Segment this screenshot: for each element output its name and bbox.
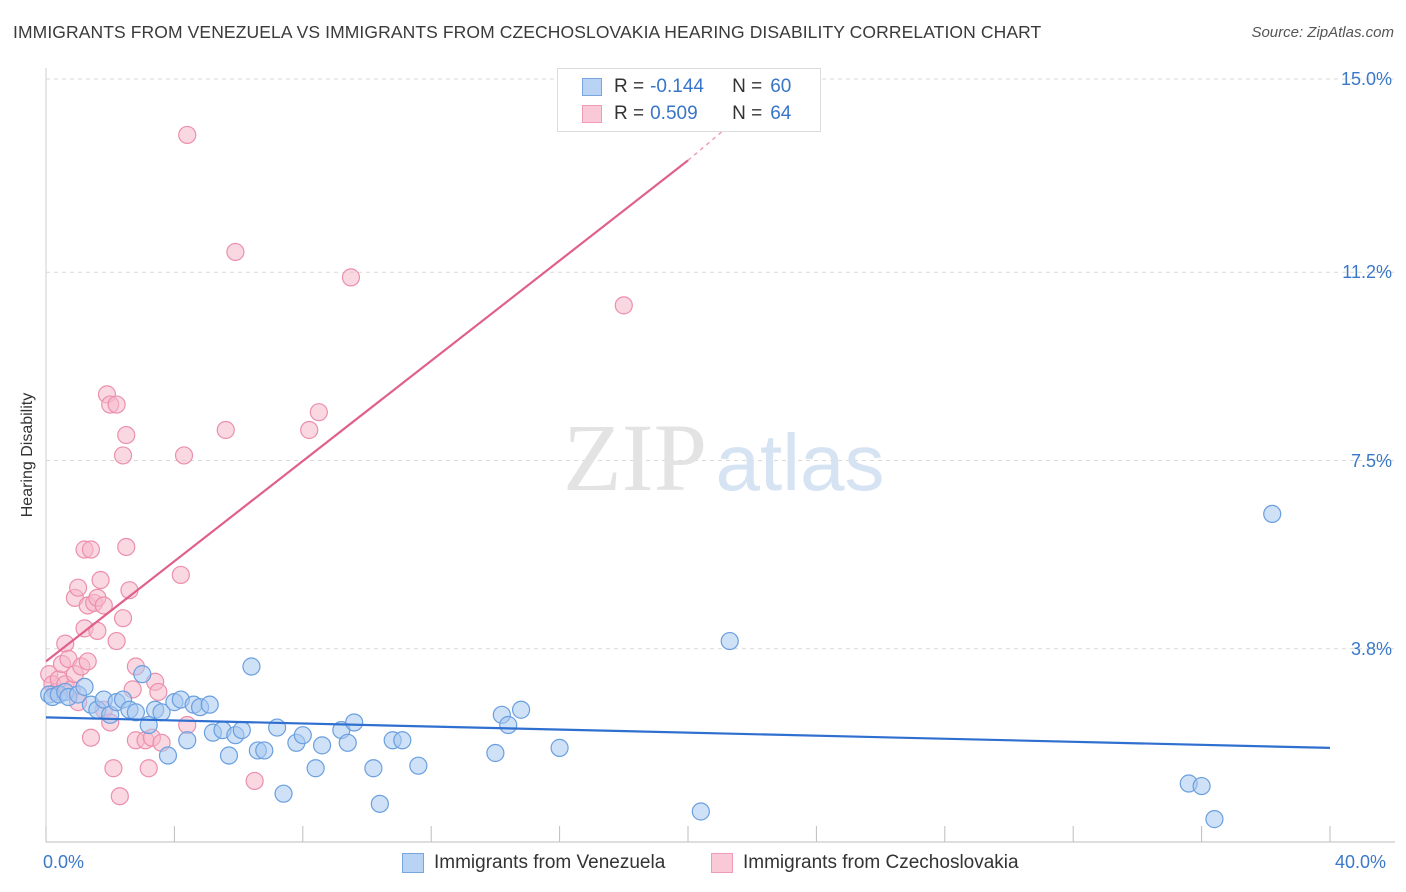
czechoslovakia-point	[78, 652, 97, 671]
venezuela-point	[158, 746, 178, 765]
bottom-legend-czechoslovakia: Immigrants from Czechoslovakia	[711, 852, 1019, 874]
chart-title: IMMIGRANTS FROM VENEZUELA VS IMMIGRANTS …	[13, 22, 1042, 42]
bottom-legend-swatch-czechoslovakia	[711, 853, 733, 873]
czechoslovakia-point	[68, 578, 88, 597]
czechoslovakia-point	[113, 609, 133, 628]
legend-r-label: R =	[614, 103, 645, 124]
x-tick-max: 40.0%	[1335, 852, 1387, 872]
bottom-legend-swatch-venezuela	[402, 853, 424, 873]
bottom-legend: Immigrants from Venezuela Immigrants fro…	[0, 852, 1406, 878]
venezuela-point	[550, 738, 569, 757]
czechoslovakia-trend-extension	[687, 119, 737, 161]
venezuela-point	[75, 677, 94, 696]
czechoslovakia-point	[117, 425, 136, 445]
venezuela-point	[219, 746, 239, 765]
czechoslovakia-point	[94, 596, 113, 615]
czechoslovakia-point	[117, 537, 136, 557]
legend-swatch-czechoslovakia	[582, 105, 602, 123]
legend-r-value: 0.509	[650, 103, 698, 124]
watermark: ZIP atlas	[563, 404, 884, 511]
czechoslovakia-point	[341, 268, 361, 287]
bottom-legend-venezuela: Immigrants from Venezuela	[402, 852, 665, 874]
legend-r-value: -0.144	[650, 76, 704, 97]
legend-r-label: R =	[614, 76, 645, 97]
czechoslovakia-point	[178, 125, 197, 145]
venezuela-point	[511, 700, 531, 719]
czechoslovakia-point	[104, 759, 123, 778]
czechoslovakia-point	[113, 446, 133, 465]
venezuela-point	[338, 733, 357, 752]
czechoslovakia-point	[226, 242, 245, 262]
czechoslovakia-point	[107, 395, 126, 414]
y-tick-label: 3.8%	[1350, 638, 1392, 659]
source-label: Source: ZipAtlas.com	[1251, 24, 1394, 41]
czechoslovakia-point	[91, 570, 110, 590]
venezuela-point	[720, 631, 739, 651]
watermark-zip: ZIP	[563, 404, 707, 511]
axes	[45, 68, 1395, 843]
y-tick-label: 11.2%	[1342, 262, 1392, 283]
legend-n-label: N =	[732, 76, 763, 97]
venezuela-point	[486, 743, 505, 763]
venezuela-point	[1263, 504, 1282, 524]
watermark-atlas: atlas	[716, 418, 885, 507]
legend-box: R = -0.144 N = 60 R = 0.509 N = 64	[557, 68, 821, 132]
czechoslovakia-point	[245, 771, 264, 791]
legend-row-czechoslovakia: R = 0.509 N = 64	[582, 101, 791, 127]
bottom-legend-label-czechoslovakia: Immigrants from Czechoslovakia	[743, 852, 1019, 873]
legend-row-venezuela: R = -0.144 N = 60	[582, 74, 791, 100]
venezuela-point	[1192, 776, 1211, 796]
czechoslovakia-point	[309, 403, 328, 422]
legend-n-value: 60	[770, 76, 792, 97]
venezuela-point	[499, 715, 518, 735]
legend-n-value: 64	[770, 103, 792, 124]
venezuela-point	[255, 741, 274, 760]
legend-n-label: N =	[732, 103, 763, 124]
czechoslovakia-point	[171, 565, 190, 585]
czechoslovakia-point	[174, 446, 194, 465]
venezuela-point	[691, 802, 710, 821]
czechoslovakia-point	[81, 728, 101, 747]
venezuela-point	[312, 736, 332, 755]
venezuela-point	[293, 726, 312, 745]
czechoslovakia-point	[81, 540, 101, 559]
venezuela-point	[370, 794, 389, 813]
trend-lines	[45, 119, 1331, 749]
y-tick-label: 7.5%	[1350, 450, 1392, 471]
venezuela-point	[232, 720, 251, 740]
czechoslovakia-point	[149, 682, 168, 702]
venezuela-point	[345, 713, 364, 732]
y-tick-label: 15.0%	[1340, 69, 1392, 89]
bottom-legend-label-venezuela: Immigrants from Venezuela	[434, 852, 666, 873]
legend-swatch-venezuela	[582, 78, 602, 96]
venezuela-point	[364, 759, 383, 778]
venezuela-point	[126, 703, 145, 722]
venezuela-point	[200, 695, 219, 714]
x-tick-min: 0.0%	[43, 852, 85, 872]
czechoslovakia-point	[56, 634, 75, 653]
venezuela-point	[178, 731, 197, 750]
venezuela-point	[409, 756, 428, 775]
venezuela-point	[242, 657, 261, 676]
czechoslovakia-trend-line	[45, 159, 689, 663]
czechoslovakia-point	[139, 759, 158, 778]
czechoslovakia-point	[110, 787, 129, 806]
venezuela-point	[268, 718, 287, 737]
series-venezuela	[40, 504, 1282, 829]
venezuela-point	[306, 759, 325, 778]
venezuela-trend-line	[45, 716, 1331, 749]
venezuela-point	[274, 784, 293, 803]
gridlines	[46, 78, 1395, 650]
czechoslovakia-point	[216, 420, 235, 440]
venezuela-point	[1205, 810, 1224, 829]
venezuela-point	[393, 731, 412, 750]
czechoslovakia-point	[178, 715, 197, 735]
czechoslovakia-point	[614, 296, 633, 315]
czechoslovakia-point	[300, 420, 319, 440]
czechoslovakia-point	[107, 631, 126, 651]
venezuela-point	[133, 665, 152, 684]
